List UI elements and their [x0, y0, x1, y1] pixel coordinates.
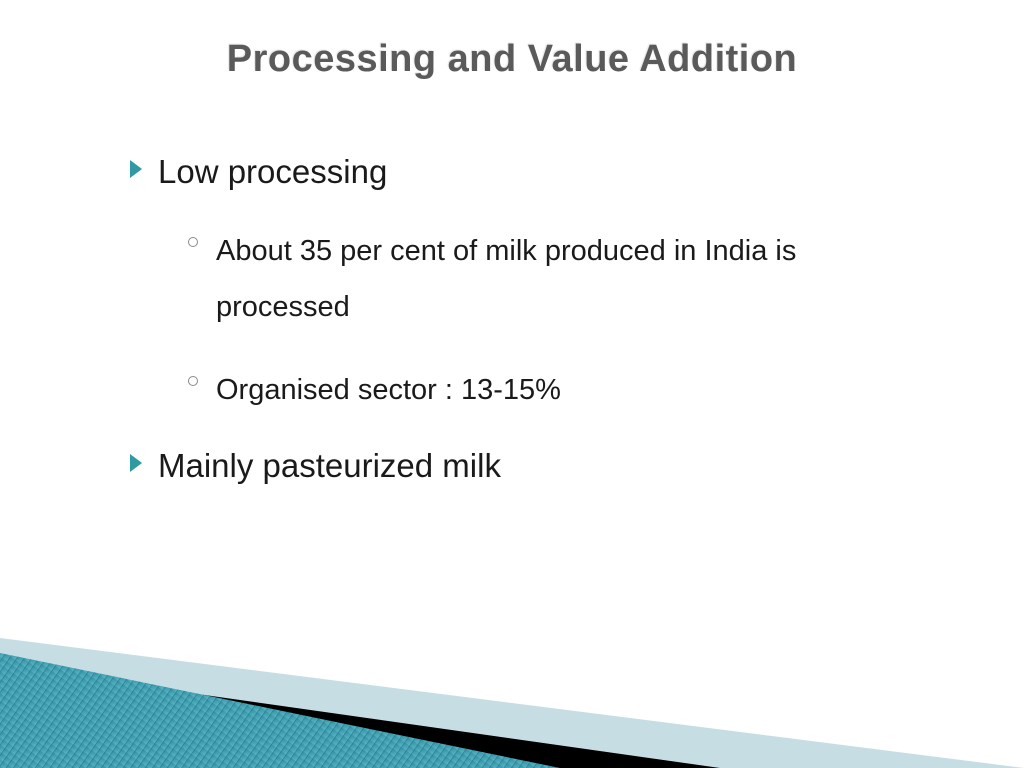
bullet-text: Mainly pasteurized milk [158, 444, 501, 489]
bullet-text: Low processing [158, 150, 387, 195]
slide-content: Low processing About 35 per cent of milk… [130, 150, 910, 517]
triangle-bullet-icon [130, 160, 144, 178]
sub-bullet-item: About 35 per cent of milk produced in In… [188, 223, 910, 336]
triangle-bullet-icon [130, 454, 144, 472]
bullet-item: Mainly pasteurized milk [130, 444, 910, 489]
corner-decoration [0, 598, 1024, 768]
slide-title: Processing and Value Addition [0, 38, 1024, 81]
slide: Processing and Value Addition Low proces… [0, 0, 1024, 768]
bullet-item: Low processing [130, 150, 910, 195]
sub-bullet-text: Organised sector : 13-15% [216, 362, 561, 419]
circle-bullet-icon [188, 237, 198, 247]
sub-bullet-text: About 35 per cent of milk produced in In… [216, 223, 910, 336]
sub-bullet-list: About 35 per cent of milk produced in In… [188, 223, 910, 419]
sub-bullet-item: Organised sector : 13-15% [188, 362, 910, 419]
circle-bullet-icon [188, 376, 198, 386]
